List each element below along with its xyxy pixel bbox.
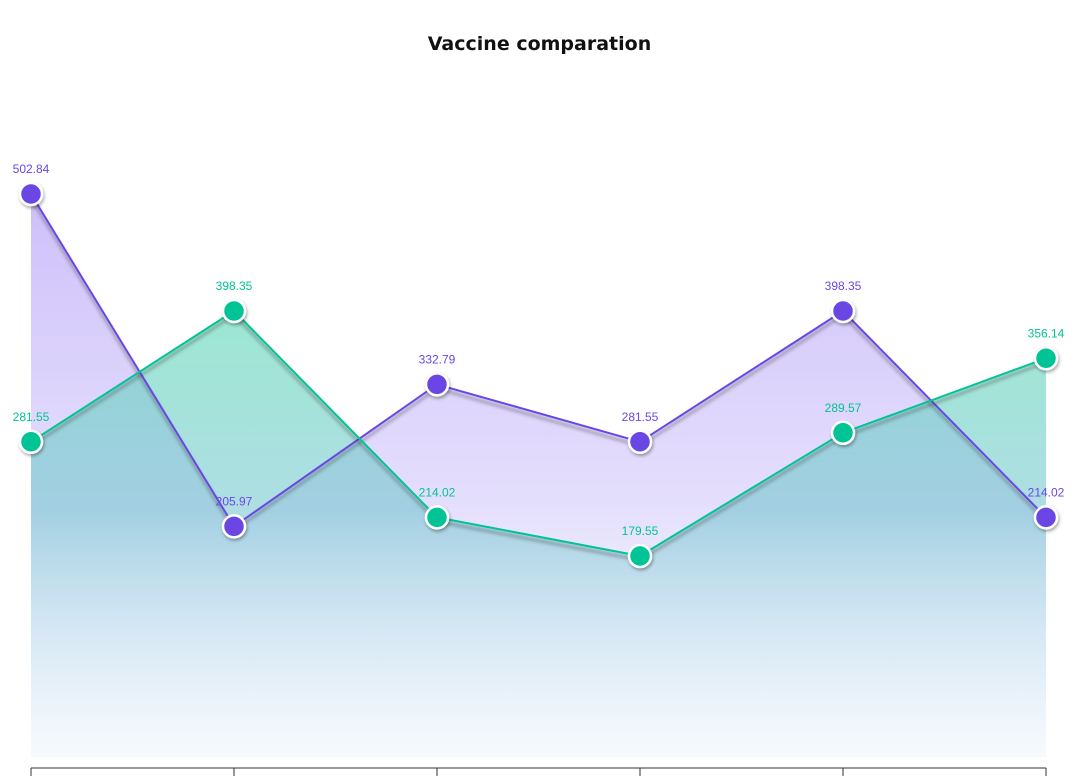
- series-1-data-label-2: 214.02: [419, 485, 456, 499]
- series-1-point-2[interactable]: [424, 505, 450, 530]
- chart-title: Vaccine comparation: [427, 33, 652, 55]
- series-1-data-label-0: 281.55: [13, 410, 50, 424]
- series-0-data-label-5: 214.02: [1028, 485, 1065, 499]
- series-0-point-0[interactable]: [18, 181, 44, 207]
- series-1-point-0[interactable]: [18, 429, 44, 455]
- series-1-data-label-5: 356.14: [1028, 326, 1065, 340]
- series-1-area: [31, 311, 1046, 757]
- series-0-data-label-4: 398.35: [825, 279, 862, 293]
- series-0-data-label-0: 502.84: [13, 162, 50, 176]
- series-1-data-label-4: 289.57: [825, 401, 862, 415]
- series-1-point-1[interactable]: [221, 298, 247, 324]
- series-0-point-5[interactable]: [1033, 505, 1059, 530]
- series-0-point-4[interactable]: [830, 298, 856, 324]
- series-0-point-2[interactable]: [424, 372, 450, 397]
- series-0-data-label-3: 281.55: [622, 410, 659, 424]
- series-1-data-label-1: 398.35: [216, 279, 253, 293]
- series-0-data-label-1: 205.97: [216, 494, 253, 508]
- series-1-data-label-3: 179.55: [622, 524, 659, 538]
- series-1-line: [30, 310, 1047, 557]
- series-0-line: [30, 193, 1047, 528]
- series-0-data-label-2: 332.79: [419, 352, 456, 366]
- series-1-point-5[interactable]: [1033, 346, 1059, 371]
- series-1-point-3[interactable]: [627, 543, 653, 569]
- series-0-point-1[interactable]: [221, 514, 247, 539]
- series-0-point-3[interactable]: [627, 429, 653, 455]
- series-1-point-4[interactable]: [830, 420, 856, 446]
